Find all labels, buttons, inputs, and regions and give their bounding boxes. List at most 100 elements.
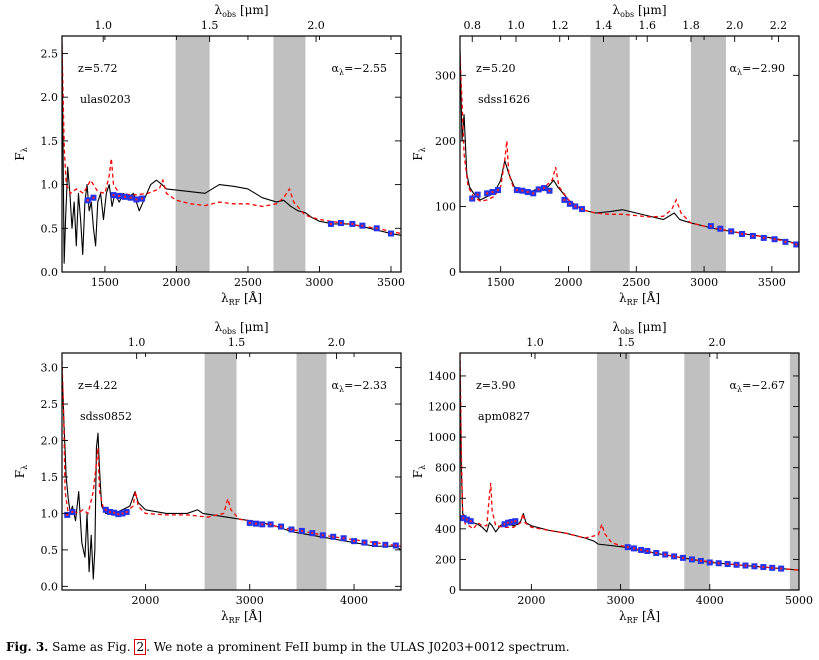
panel-frame [61, 35, 402, 273]
figure-caption: Fig. 3. Same as Fig. 2. We note a promin… [6, 639, 570, 655]
photometry-point-core [471, 197, 474, 200]
x-tick-label: 5000 [785, 594, 813, 607]
caption-text-2: . We note a prominent FeII bump in the U… [146, 640, 570, 654]
photometry-point-core [112, 194, 115, 197]
photometry-point-core [655, 551, 658, 554]
top-tick-label: 1.8 [682, 19, 700, 32]
x-tick-label: 4000 [340, 594, 368, 607]
top-tick-label: 2.0 [328, 336, 346, 349]
photometry-point-core [342, 537, 345, 540]
photometry-point-core [491, 191, 494, 194]
photometry-point-core [709, 225, 712, 228]
photometry-point-core [664, 553, 667, 556]
alpha-label: αλ=−2.33 [332, 379, 387, 394]
photometry-point-core [389, 232, 392, 235]
photometry-point-core [735, 563, 738, 566]
photometry-point-core [71, 510, 74, 513]
x-axis-label: λRF [Å] [619, 290, 660, 307]
y-axis-label: Fλ [411, 465, 427, 478]
top-tick-label: 1.2 [551, 19, 569, 32]
y-tick-label: 400 [435, 523, 456, 536]
photometry-point-core [548, 189, 551, 192]
redshift-label: z=4.22 [78, 379, 118, 392]
photometry-point-core [574, 205, 577, 208]
photometry-point-core [640, 548, 643, 551]
photometry-point-core [682, 556, 685, 559]
photometry-point-core [321, 534, 324, 537]
photometry-point-core [673, 555, 676, 558]
y-tick-label: 1400 [428, 370, 456, 383]
photometry-point-core [86, 199, 89, 202]
caption-figure-reference[interactable]: 2 [134, 639, 147, 655]
y-tick-label: 600 [435, 492, 456, 505]
panel-ulas0203: 1500 2000 2500 3000 3500 0.0 0.5 1.0 1.5 2.0 2.5 1.… [13, 3, 405, 307]
photometry-point-core [373, 543, 376, 546]
grey-band [273, 36, 306, 272]
photometry-point-core [507, 521, 510, 524]
top-tick-label: 1.0 [94, 19, 112, 32]
photometry-point-core [280, 525, 283, 528]
photometry-point-core [339, 222, 342, 225]
panel-frame [459, 352, 800, 591]
object-name-label: apm0827 [478, 410, 530, 423]
photometry-point-core [486, 192, 489, 195]
y-tick-label: 1.0 [41, 507, 59, 520]
top-axis-label: λobs [μm] [612, 320, 666, 336]
redshift-label: z=3.90 [476, 379, 516, 392]
top-tick-label: 1.0 [526, 336, 544, 349]
y-tick-label: 1000 [428, 431, 456, 444]
photometry-point-core [261, 523, 264, 526]
photometry-point-core [141, 197, 144, 200]
grey-band [596, 353, 630, 590]
top-tick-label: 1.0 [128, 336, 146, 349]
photometry-point-core [290, 528, 293, 531]
photometry-point-core [751, 234, 754, 237]
photometry-point-core [125, 510, 128, 513]
x-tick-label: 2500 [234, 276, 262, 289]
x-tick-label: 3000 [607, 594, 635, 607]
model-line [460, 353, 799, 571]
panel-apm0827: 2000 3000 4000 5000 0 200 400 600 800 1000 1200 140… [411, 320, 813, 625]
x-tick-label: 2000 [554, 276, 582, 289]
photometry-point-core [514, 520, 517, 523]
grey-band [789, 353, 799, 590]
y-tick-label: 1200 [428, 401, 456, 414]
photometry-point-core [741, 232, 744, 235]
photometry-point-core [521, 189, 524, 192]
photometry-point-core [532, 192, 535, 195]
photometry-point-core [118, 194, 121, 197]
photometry-point-core [311, 532, 314, 535]
grey-band [684, 353, 710, 590]
x-tick-label: 1500 [487, 276, 515, 289]
y-tick-label: 300 [435, 69, 456, 82]
model-line [62, 44, 401, 235]
y-tick-label: 1.5 [41, 471, 59, 484]
photometry-point-core [730, 230, 733, 233]
x-axis-label: λRF [Å] [619, 608, 660, 625]
object-name-label: sdss0852 [80, 410, 132, 423]
photometry-point-core [773, 238, 776, 241]
x-tick-label: 2000 [131, 594, 159, 607]
photometry-point-core [466, 518, 469, 521]
photometry-point-core [66, 513, 69, 516]
x-tick-label: 4000 [696, 594, 724, 607]
photometry-point-core [361, 224, 364, 227]
photometry-point-core [332, 535, 335, 538]
y-axis-label: Fλ [13, 147, 29, 160]
photometry-point-core [717, 562, 720, 565]
y-tick-label: 1.0 [41, 179, 59, 192]
photometry-point-core [726, 563, 729, 566]
top-tick-label: 1.4 [595, 19, 613, 32]
grey-band [204, 353, 237, 590]
x-tick-label: 3000 [305, 276, 333, 289]
photometry-point-core [537, 188, 540, 191]
photometry-point-core [92, 196, 95, 199]
photometry-point-core [113, 511, 116, 514]
photometry-point-core [351, 222, 354, 225]
y-tick-label: 100 [435, 200, 456, 213]
photometry-point-core [123, 195, 126, 198]
y-tick-label: 200 [435, 553, 456, 566]
alpha-label: αλ=−2.90 [730, 62, 785, 77]
caption-figure-label: Fig. 3. [6, 640, 49, 654]
